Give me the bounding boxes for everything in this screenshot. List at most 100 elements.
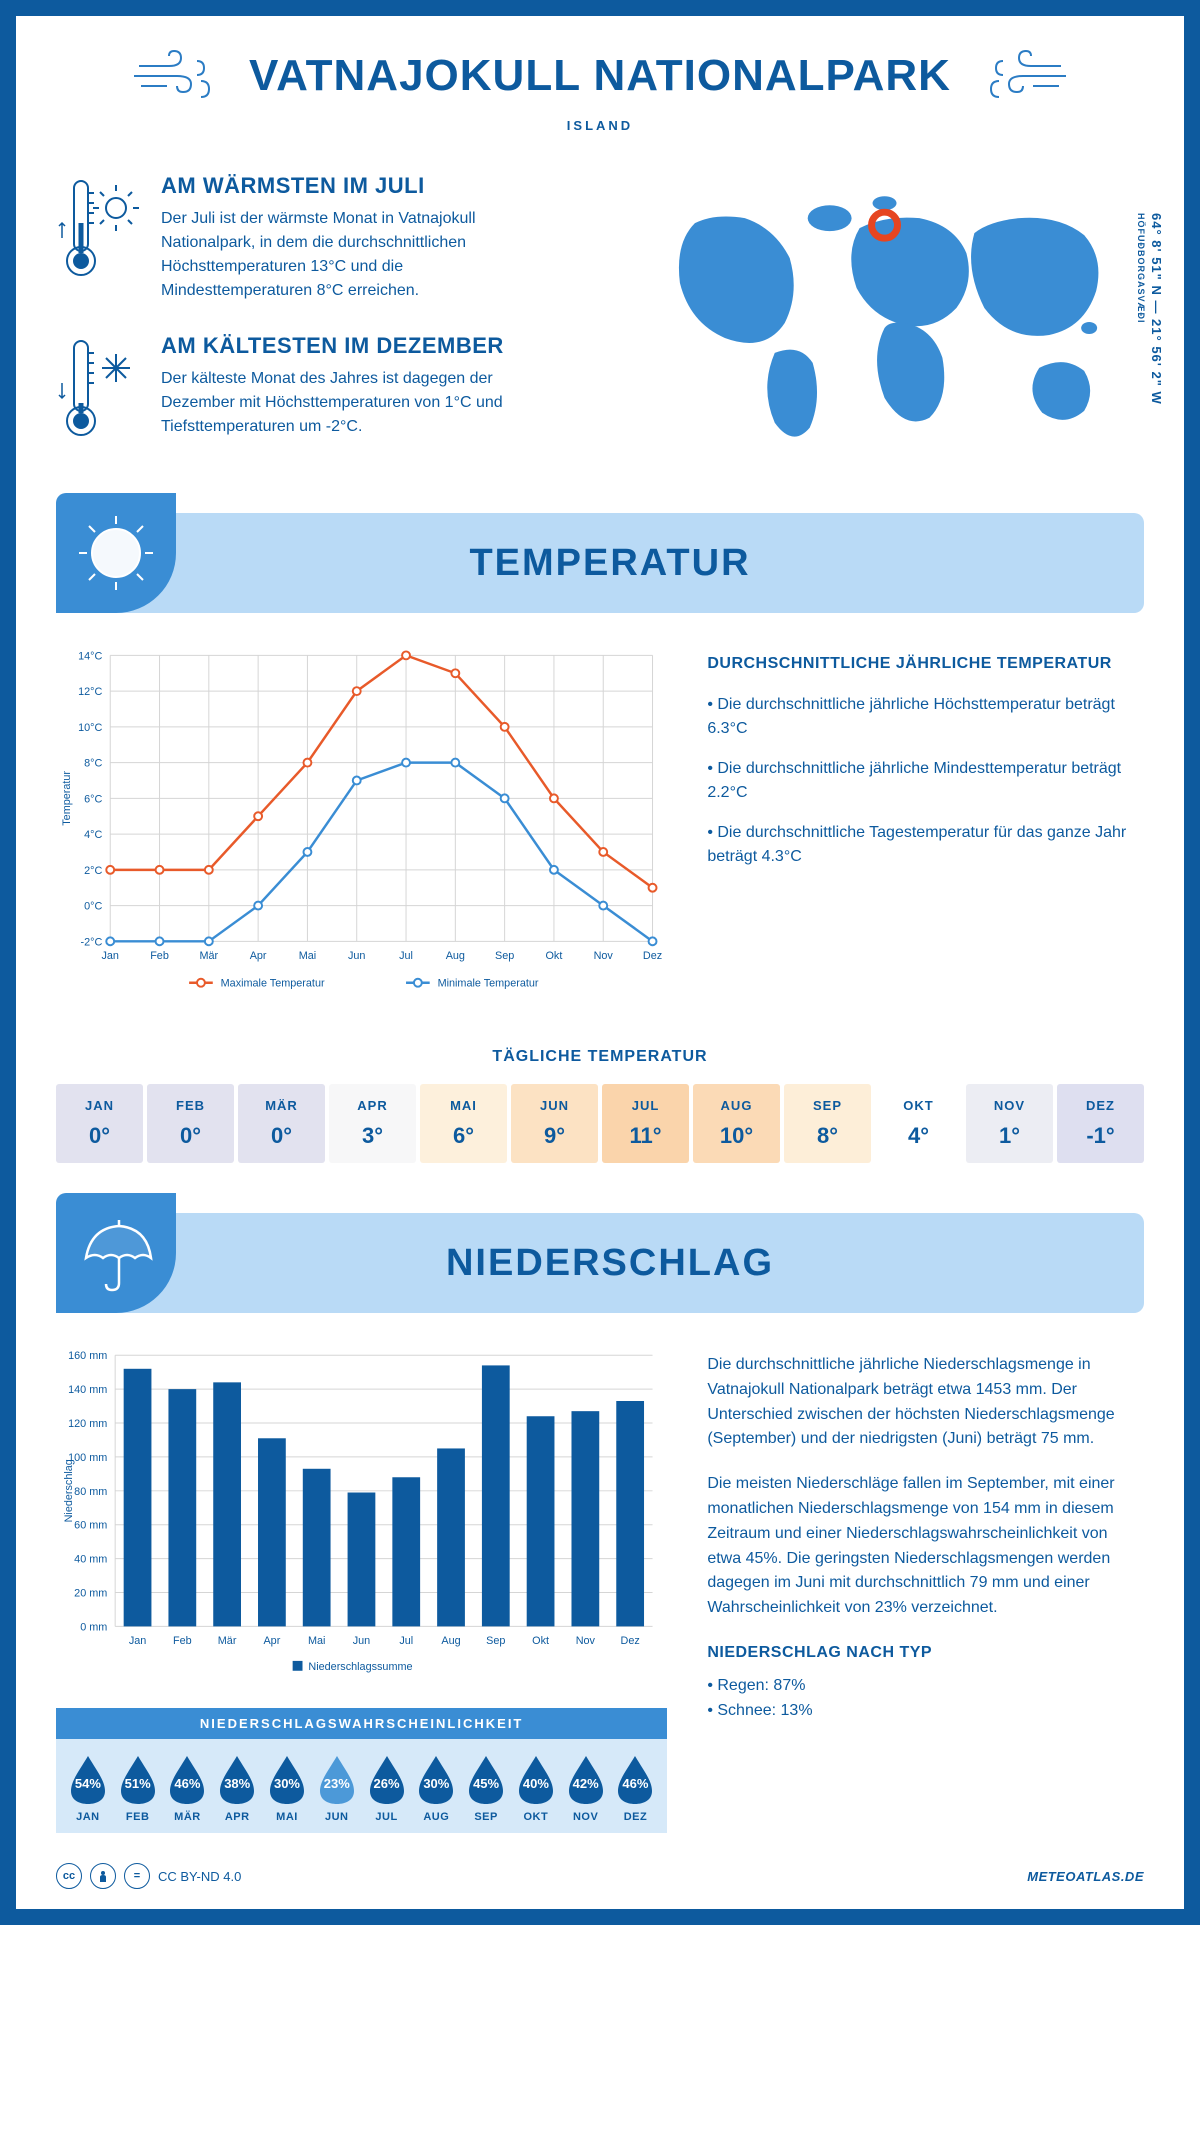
month-cell: DEZ-1° [1057,1084,1144,1163]
daily-temp-heading: TÄGLICHE TEMPERATUR [56,1048,1144,1066]
month-cell: JUL11° [602,1084,689,1163]
precipitation-banner: NIEDERSCHLAG [56,1213,1144,1313]
thermometer-cold-icon [56,333,141,443]
svg-text:Dez: Dez [643,950,662,962]
probability-drop: 54%JAN [64,1753,112,1823]
temperature-banner: TEMPERATUR [56,513,1144,613]
month-cell: JAN0° [56,1084,143,1163]
svg-text:Mai: Mai [299,950,316,962]
precipitation-bar-chart: 0 mm20 mm40 mm60 mm80 mm100 mm120 mm140 … [56,1343,667,1688]
sun-icon [71,508,161,598]
svg-text:Jan: Jan [101,950,118,962]
probability-drop: 26%JUL [363,1753,411,1823]
month-cell: SEP8° [784,1084,871,1163]
probability-drop: 42%NOV [562,1753,610,1823]
header: VATNAJOKULL NATIONALPARK [56,46,1144,106]
precipitation-probability-box: NIEDERSCHLAGSWAHRSCHEINLICHKEIT 54%JAN51… [56,1708,667,1833]
svg-text:Mär: Mär [218,1635,237,1647]
svg-text:-2°C: -2°C [81,936,103,948]
precipitation-info: Die durchschnittliche jährliche Niedersc… [707,1343,1144,1833]
probability-drop: 30%AUG [412,1753,460,1823]
svg-text:0°C: 0°C [84,901,102,913]
svg-text:160 mm: 160 mm [68,1350,107,1362]
month-cell: NOV1° [966,1084,1053,1163]
probability-drop: 30%MAI [263,1753,311,1823]
wind-icon-left [129,46,219,106]
svg-text:120 mm: 120 mm [68,1418,107,1430]
probability-drop: 23%JUN [313,1753,361,1823]
svg-text:Dez: Dez [621,1635,640,1647]
svg-text:Sep: Sep [495,950,514,962]
svg-text:140 mm: 140 mm [68,1384,107,1396]
umbrella-icon [71,1208,161,1298]
cold-heading: AM KÄLTESTEN IM DEZEMBER [161,333,541,359]
svg-text:Maximale Temperatur: Maximale Temperatur [221,978,325,990]
daily-temperature-grid: JAN0°FEB0°MÄR0°APR3°MAI6°JUN9°JUL11°AUG1… [56,1084,1144,1163]
temperature-line-chart: -2°C 0°C 2°C 4°C 6°C 8°C 10°C 12°C 14°C Jan Feb Mär… [56,643,667,1008]
svg-text:0 mm: 0 mm [80,1621,107,1633]
svg-text:80 mm: 80 mm [74,1486,107,1498]
svg-text:Niederschlagssumme: Niederschlagssumme [308,1661,412,1673]
page-title: VATNAJOKULL NATIONALPARK [249,51,951,101]
svg-text:Aug: Aug [441,1635,460,1647]
svg-text:Jun: Jun [353,1635,370,1647]
svg-text:Jul: Jul [399,950,413,962]
probability-drop: 45%SEP [462,1753,510,1823]
world-map-icon [645,173,1144,453]
coordinates: 64° 8' 51" N — 21° 56' 2" W HÖFUÐBORGASV… [1134,213,1164,405]
svg-text:Minimale Temperatur: Minimale Temperatur [438,978,539,990]
temperature-info: DURCHSCHNITTLICHE JÄHRLICHE TEMPERATUR •… [707,643,1144,1008]
svg-text:Nov: Nov [576,1635,596,1647]
svg-text:Feb: Feb [173,1635,192,1647]
month-cell: JUN9° [511,1084,598,1163]
svg-text:10°C: 10°C [78,722,102,734]
cold-text: Der kälteste Monat des Jahres ist dagege… [161,367,541,439]
probability-drop: 40%OKT [512,1753,560,1823]
warm-text: Der Juli ist der wärmste Monat in Vatnaj… [161,207,541,303]
footer: cc = CC BY-ND 4.0 METEOATLAS.DE [56,1863,1144,1889]
svg-text:14°C: 14°C [78,650,102,662]
svg-text:Aug: Aug [446,950,465,962]
svg-text:Mai: Mai [308,1635,325,1647]
probability-drop: 51%FEB [114,1753,162,1823]
month-cell: AUG10° [693,1084,780,1163]
svg-text:Mär: Mär [200,950,219,962]
svg-text:Jul: Jul [399,1635,413,1647]
svg-text:20 mm: 20 mm [74,1587,107,1599]
by-icon [90,1863,116,1889]
wind-icon-right [981,46,1071,106]
probability-drop: 46%MÄR [164,1753,212,1823]
thermometer-warm-icon [56,173,141,283]
nd-icon: = [124,1863,150,1889]
cc-icon: cc [56,1863,82,1889]
month-cell: OKT4° [875,1084,962,1163]
svg-text:Sep: Sep [486,1635,505,1647]
svg-text:Temperatur: Temperatur [61,771,73,826]
svg-text:Niederschlag: Niederschlag [63,1459,75,1522]
svg-text:40 mm: 40 mm [74,1554,107,1566]
svg-text:2°C: 2°C [84,865,102,877]
warm-heading: AM WÄRMSTEN IM JULI [161,173,541,199]
svg-text:Jun: Jun [348,950,365,962]
svg-text:12°C: 12°C [78,686,102,698]
site-name: METEOATLAS.DE [1027,1869,1144,1884]
svg-text:Feb: Feb [150,950,169,962]
intro-section: AM WÄRMSTEN IM JULI Der Juli ist der wär… [56,173,1144,473]
probability-drop: 38%APR [213,1753,261,1823]
svg-text:6°C: 6°C [84,793,102,805]
svg-text:Apr: Apr [263,1635,280,1647]
subtitle: ISLAND [56,118,1144,133]
month-cell: APR3° [329,1084,416,1163]
svg-text:Okt: Okt [546,950,563,962]
month-cell: FEB0° [147,1084,234,1163]
probability-drop: 46%DEZ [612,1753,660,1823]
license-text: CC BY-ND 4.0 [158,1869,241,1884]
svg-text:8°C: 8°C [84,758,102,770]
month-cell: MAI6° [420,1084,507,1163]
svg-text:4°C: 4°C [84,829,102,841]
svg-text:Jan: Jan [129,1635,146,1647]
svg-text:Nov: Nov [594,950,614,962]
svg-text:60 mm: 60 mm [74,1520,107,1532]
svg-text:Okt: Okt [532,1635,549,1647]
svg-text:Apr: Apr [250,950,267,962]
